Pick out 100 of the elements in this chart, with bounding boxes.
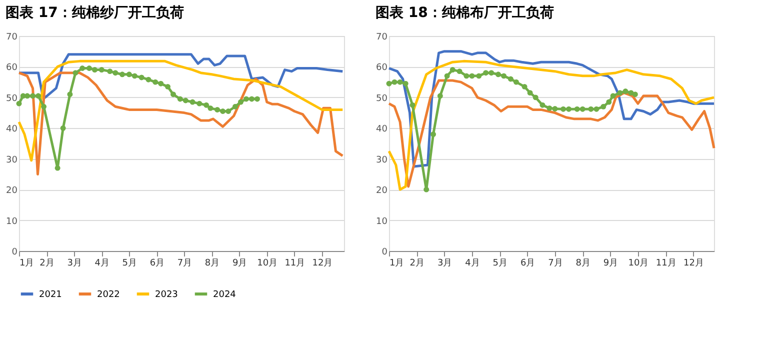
y-tick-label: 50: [376, 94, 388, 104]
x-tick-label: 4月: [94, 258, 110, 268]
point: [594, 106, 600, 112]
point: [606, 99, 612, 105]
point: [632, 92, 638, 98]
point: [204, 102, 210, 108]
point: [177, 96, 183, 102]
point: [444, 73, 450, 79]
x-tick-label: 2月: [410, 258, 425, 268]
point: [588, 106, 594, 112]
point: [437, 93, 443, 99]
point: [36, 93, 42, 99]
y-tick-label: 50: [6, 94, 18, 104]
point: [86, 66, 92, 71]
chart-title: 图表 17：纯棉纱厂开工负荷: [6, 5, 184, 21]
point: [254, 96, 260, 102]
y-tick-label: 70: [376, 32, 388, 42]
point: [424, 186, 430, 192]
point: [24, 93, 30, 99]
point: [170, 92, 176, 98]
point: [501, 73, 507, 79]
x-tick-label: 7月: [177, 258, 192, 268]
point: [182, 98, 188, 104]
point: [98, 67, 104, 73]
point: [16, 100, 22, 106]
x-tick-label: 9月: [232, 258, 248, 268]
point: [622, 88, 628, 94]
point: [67, 92, 73, 98]
point: [430, 132, 436, 138]
point: [496, 72, 501, 78]
point: [164, 84, 170, 90]
point: [238, 99, 244, 105]
point: [190, 99, 196, 105]
y-tick-label: 20: [376, 186, 388, 196]
point: [513, 79, 519, 85]
point: [138, 74, 144, 80]
point: [566, 106, 572, 112]
x-tick-label: 12月: [684, 258, 704, 268]
point: [483, 70, 489, 76]
line-series: [18, 53, 344, 99]
x-tick-label: 8月: [204, 258, 220, 268]
point: [546, 105, 552, 111]
x-tick-label: 2月: [40, 258, 54, 268]
point: [112, 70, 118, 76]
line-series: [18, 60, 344, 162]
point: [386, 80, 392, 86]
x-tick-label: 9月: [603, 258, 618, 268]
x-tick-label: 11月: [284, 258, 306, 268]
x-tick-label: 8月: [576, 258, 590, 268]
point: [41, 104, 47, 110]
point: [476, 73, 482, 79]
point: [80, 66, 86, 71]
x-tick-label: 1月: [20, 258, 34, 268]
point: [158, 80, 164, 86]
x-tick-label: 4月: [465, 258, 480, 268]
point: [152, 79, 158, 85]
line-series: [388, 60, 716, 191]
x-tick-label: 5月: [492, 258, 508, 268]
point: [397, 79, 403, 85]
point: [610, 93, 616, 99]
point: [107, 68, 113, 74]
y-tick-label: 20: [6, 186, 18, 196]
y-tick-label: 40: [6, 124, 18, 135]
x-tick-label: 1月: [390, 258, 404, 268]
point: [617, 90, 623, 96]
line-series: [388, 79, 716, 188]
point: [220, 108, 226, 114]
chart-title: 图表 18：纯棉布厂开工负荷: [376, 5, 554, 21]
point: [580, 106, 586, 112]
point: [527, 90, 533, 96]
x-tick-label: 6月: [520, 258, 536, 268]
point: [226, 108, 232, 114]
point: [132, 73, 138, 79]
point: [402, 80, 408, 86]
x-tick-label: 7月: [548, 258, 563, 268]
point: [214, 106, 220, 112]
x-tick-label: 5月: [122, 258, 138, 268]
point: [464, 73, 470, 79]
point: [54, 165, 60, 171]
legend-label: 2021: [39, 290, 62, 300]
point: [126, 72, 132, 78]
point: [469, 73, 475, 79]
point: [232, 104, 238, 110]
point: [392, 79, 398, 85]
point: [540, 102, 546, 108]
point: [552, 106, 558, 112]
legend-label: 2023: [155, 290, 178, 300]
y-tick-label: 40: [376, 124, 388, 135]
point: [196, 100, 202, 106]
y-tick-label: 60: [376, 63, 388, 74]
point: [522, 84, 528, 90]
x-tick-label: 3月: [67, 258, 82, 268]
x-tick-label: 3月: [437, 258, 452, 268]
y-tick-label: 0: [382, 248, 388, 258]
point: [72, 70, 78, 76]
x-tick-label: 10月: [257, 258, 278, 268]
y-tick-label: 60: [6, 63, 18, 74]
x-tick-label: 6月: [150, 258, 165, 268]
y-tick-label: 10: [6, 216, 18, 227]
line-series: [388, 50, 716, 168]
